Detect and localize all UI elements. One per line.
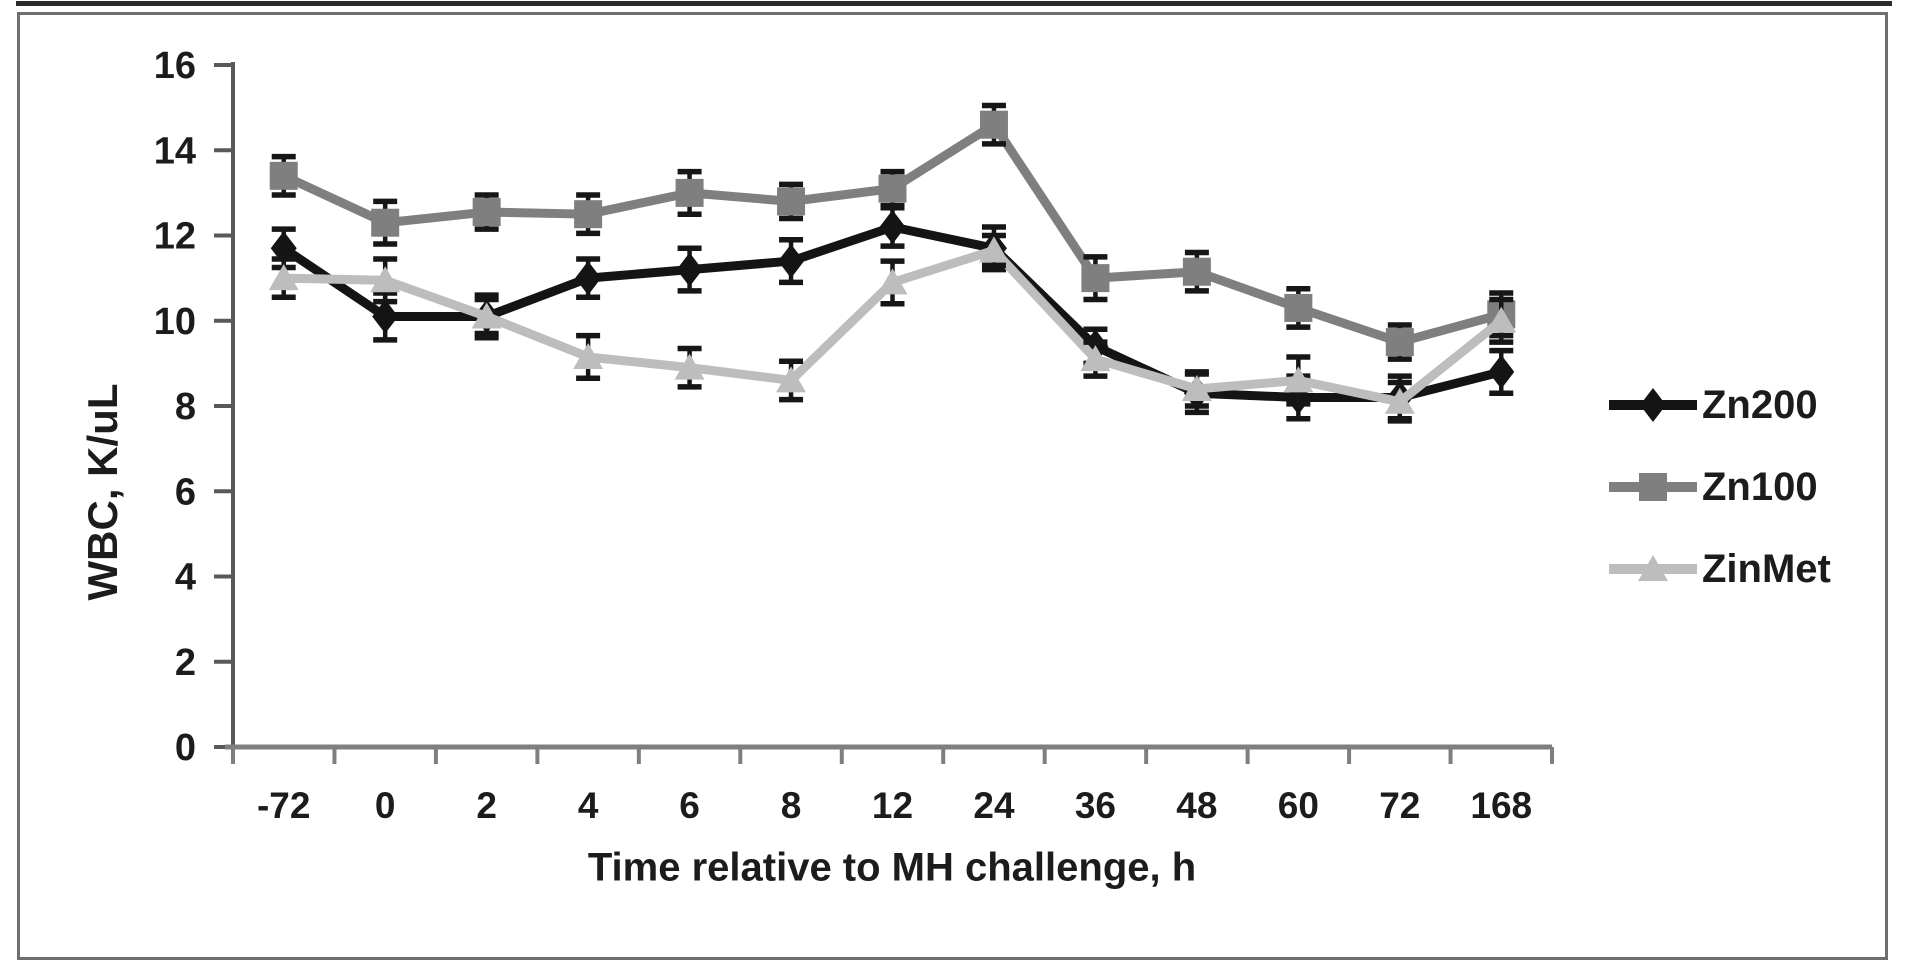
data-point-ZinMet-0 bbox=[370, 266, 401, 293]
data-point-Zn100-4 bbox=[574, 200, 603, 229]
y-tick-label-8: 8 bbox=[175, 386, 196, 428]
y-tick-label-4: 4 bbox=[175, 557, 196, 599]
data-point-Zn100-6 bbox=[675, 178, 704, 207]
legend-marker-diamond-icon bbox=[1609, 388, 1697, 422]
x-tick-label-2: 2 bbox=[476, 785, 497, 826]
x-tick-label-6: 6 bbox=[679, 785, 700, 826]
data-point-ZinMet-60 bbox=[1283, 366, 1314, 393]
legend-marker-Zn200 bbox=[1609, 388, 1697, 422]
x-tick-label--72: -72 bbox=[257, 785, 310, 826]
data-point-ZinMet-6 bbox=[674, 353, 705, 380]
x-tick-label-60: 60 bbox=[1278, 785, 1319, 826]
x-tick-label-4: 4 bbox=[578, 785, 599, 826]
legend-marker-triangle-icon bbox=[1609, 555, 1697, 581]
x-tick-label-48: 48 bbox=[1176, 785, 1217, 826]
x-axis-title: Time relative to MH challenge, h bbox=[587, 845, 1197, 890]
legend-marker-Zn100 bbox=[1609, 473, 1697, 501]
data-point-Zn100--72 bbox=[269, 161, 298, 190]
y-tick-label-14: 14 bbox=[154, 130, 196, 172]
data-point-Zn200-168 bbox=[1488, 354, 1515, 389]
data-point-Zn100-0 bbox=[371, 208, 400, 237]
series-ZinMet bbox=[268, 232, 1517, 424]
data-point-ZinMet-8 bbox=[776, 366, 807, 393]
data-point-Zn100-8 bbox=[777, 187, 806, 216]
data-point-Zn100-24 bbox=[979, 110, 1008, 139]
y-tick-label-6: 6 bbox=[175, 471, 196, 513]
data-point-ZinMet-36 bbox=[1080, 345, 1111, 372]
x-tick-label-24: 24 bbox=[973, 785, 1015, 826]
data-point-ZinMet--72 bbox=[268, 264, 299, 291]
legend-label: ZinMet bbox=[1702, 547, 1831, 591]
x-tick-label-72: 72 bbox=[1379, 785, 1420, 826]
data-point-Zn200-4 bbox=[575, 261, 602, 296]
legend-marker-square-icon bbox=[1609, 473, 1697, 501]
legend-diamond-glyph bbox=[1640, 388, 1666, 422]
legend-marker-ZinMet bbox=[1609, 555, 1697, 581]
y-tick-label-16: 16 bbox=[154, 45, 196, 87]
data-point-ZinMet-4 bbox=[573, 342, 604, 369]
data-point-Zn100-60 bbox=[1284, 293, 1313, 322]
data-point-ZinMet-168 bbox=[1486, 306, 1517, 333]
y-tick-label-10: 10 bbox=[154, 301, 196, 343]
data-point-Zn100-48 bbox=[1182, 257, 1211, 286]
data-point-Zn100-36 bbox=[1081, 264, 1110, 293]
legend-item-zinmet: ZinMet bbox=[1606, 548, 1831, 590]
legend-triangle-glyph bbox=[1638, 555, 1668, 581]
data-point-Zn100-72 bbox=[1385, 328, 1414, 357]
legend: Zn200 Zn100 ZinMet bbox=[1606, 384, 1831, 630]
data-point-Zn200-8 bbox=[778, 244, 805, 279]
x-tick-label-0: 0 bbox=[375, 785, 396, 826]
legend-item-zn100: Zn100 bbox=[1606, 466, 1831, 508]
y-tick-label-2: 2 bbox=[175, 642, 196, 684]
data-point-ZinMet-2 bbox=[471, 302, 502, 329]
top-rule bbox=[16, 1, 1892, 6]
legend-item-zn200: Zn200 bbox=[1606, 384, 1831, 426]
x-tick-label-36: 36 bbox=[1075, 785, 1116, 826]
data-point-ZinMet-48 bbox=[1181, 374, 1212, 401]
y-tick-label-0: 0 bbox=[175, 727, 196, 769]
x-tick-label-12: 12 bbox=[872, 785, 913, 826]
data-point-Zn200-6 bbox=[676, 252, 703, 287]
legend-label: Zn200 bbox=[1702, 383, 1818, 427]
x-tick-label-8: 8 bbox=[781, 785, 802, 826]
x-tick-label-168: 168 bbox=[1470, 785, 1532, 826]
legend-square-glyph bbox=[1639, 473, 1667, 501]
data-point-ZinMet-72 bbox=[1384, 387, 1415, 414]
y-tick-label-12: 12 bbox=[154, 216, 196, 258]
data-point-Zn100-2 bbox=[472, 198, 501, 227]
data-point-ZinMet-12 bbox=[877, 268, 908, 295]
data-point-ZinMet-24 bbox=[978, 236, 1009, 263]
data-point-Zn100-12 bbox=[878, 174, 907, 203]
figure-frame bbox=[17, 12, 1888, 960]
data-point-Zn200-12 bbox=[879, 209, 906, 244]
legend-label: Zn100 bbox=[1702, 465, 1818, 509]
data-point-Zn200-0 bbox=[372, 299, 399, 334]
y-axis-title: WBC, K/uL bbox=[79, 383, 126, 601]
